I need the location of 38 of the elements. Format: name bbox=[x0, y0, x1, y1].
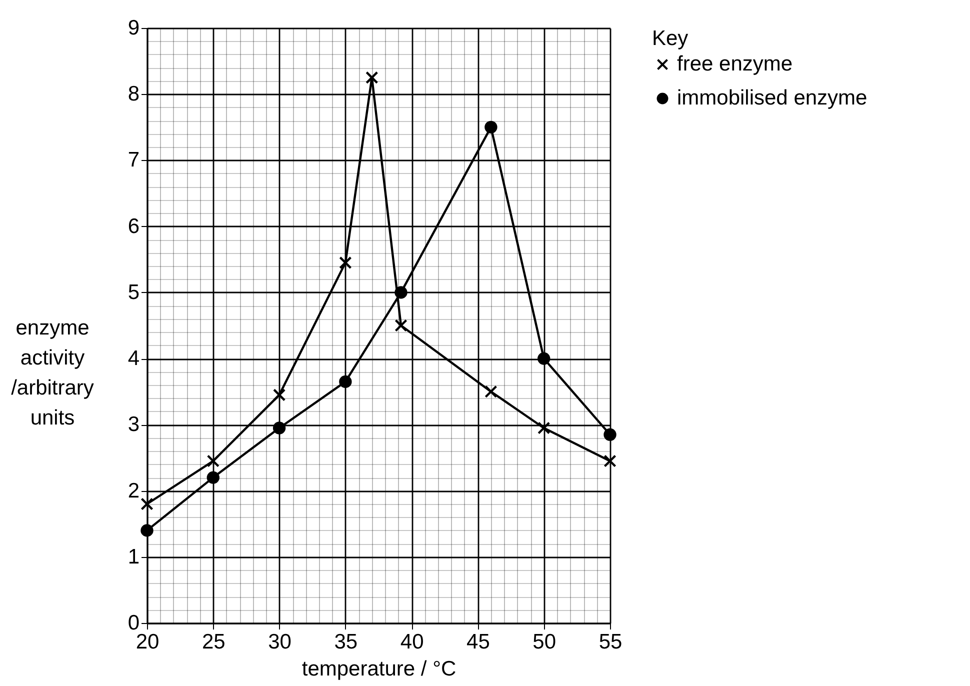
x-tick-label: 55 bbox=[598, 630, 622, 654]
x-tick-label: 40 bbox=[400, 630, 424, 654]
y-tick-label: 7 bbox=[128, 148, 140, 172]
y-tick-label: 5 bbox=[128, 280, 140, 304]
x-axis-title: temperature / °C bbox=[302, 658, 456, 680]
x-tick-label: 30 bbox=[268, 630, 292, 654]
point bbox=[140, 498, 154, 510]
legend-label: free enzyme bbox=[677, 52, 793, 76]
point bbox=[206, 454, 220, 468]
point bbox=[366, 71, 378, 84]
x-tick-label: 25 bbox=[202, 630, 226, 654]
point bbox=[394, 286, 408, 299]
point bbox=[484, 120, 498, 134]
y-tick-label: 6 bbox=[128, 214, 140, 238]
x-tick-label: 45 bbox=[466, 630, 490, 654]
y-tick-label: 1 bbox=[128, 545, 140, 568]
y-tick-label: 3 bbox=[128, 413, 140, 436]
x-tick-label: 35 bbox=[334, 630, 358, 654]
point bbox=[604, 454, 616, 468]
y-tick-label: 8 bbox=[128, 82, 140, 106]
y-axis-title: enzyme activity /arbitrary units bbox=[11, 316, 94, 430]
y-tick-label: 2 bbox=[128, 479, 140, 502]
point bbox=[538, 352, 550, 365]
point bbox=[339, 256, 352, 270]
point bbox=[339, 375, 352, 388]
point bbox=[394, 319, 408, 332]
y-tick-label: 9 bbox=[128, 16, 140, 40]
point bbox=[538, 422, 550, 434]
x-tick-label: 50 bbox=[532, 630, 556, 654]
legend-title: Key bbox=[652, 27, 689, 50]
point bbox=[206, 471, 220, 484]
point bbox=[484, 385, 498, 398]
y-tick-label: 4 bbox=[128, 347, 140, 370]
point bbox=[604, 428, 616, 441]
legend-label: immobilised enzyme bbox=[677, 86, 868, 110]
point bbox=[272, 422, 286, 434]
point bbox=[140, 524, 154, 537]
point bbox=[272, 388, 286, 402]
